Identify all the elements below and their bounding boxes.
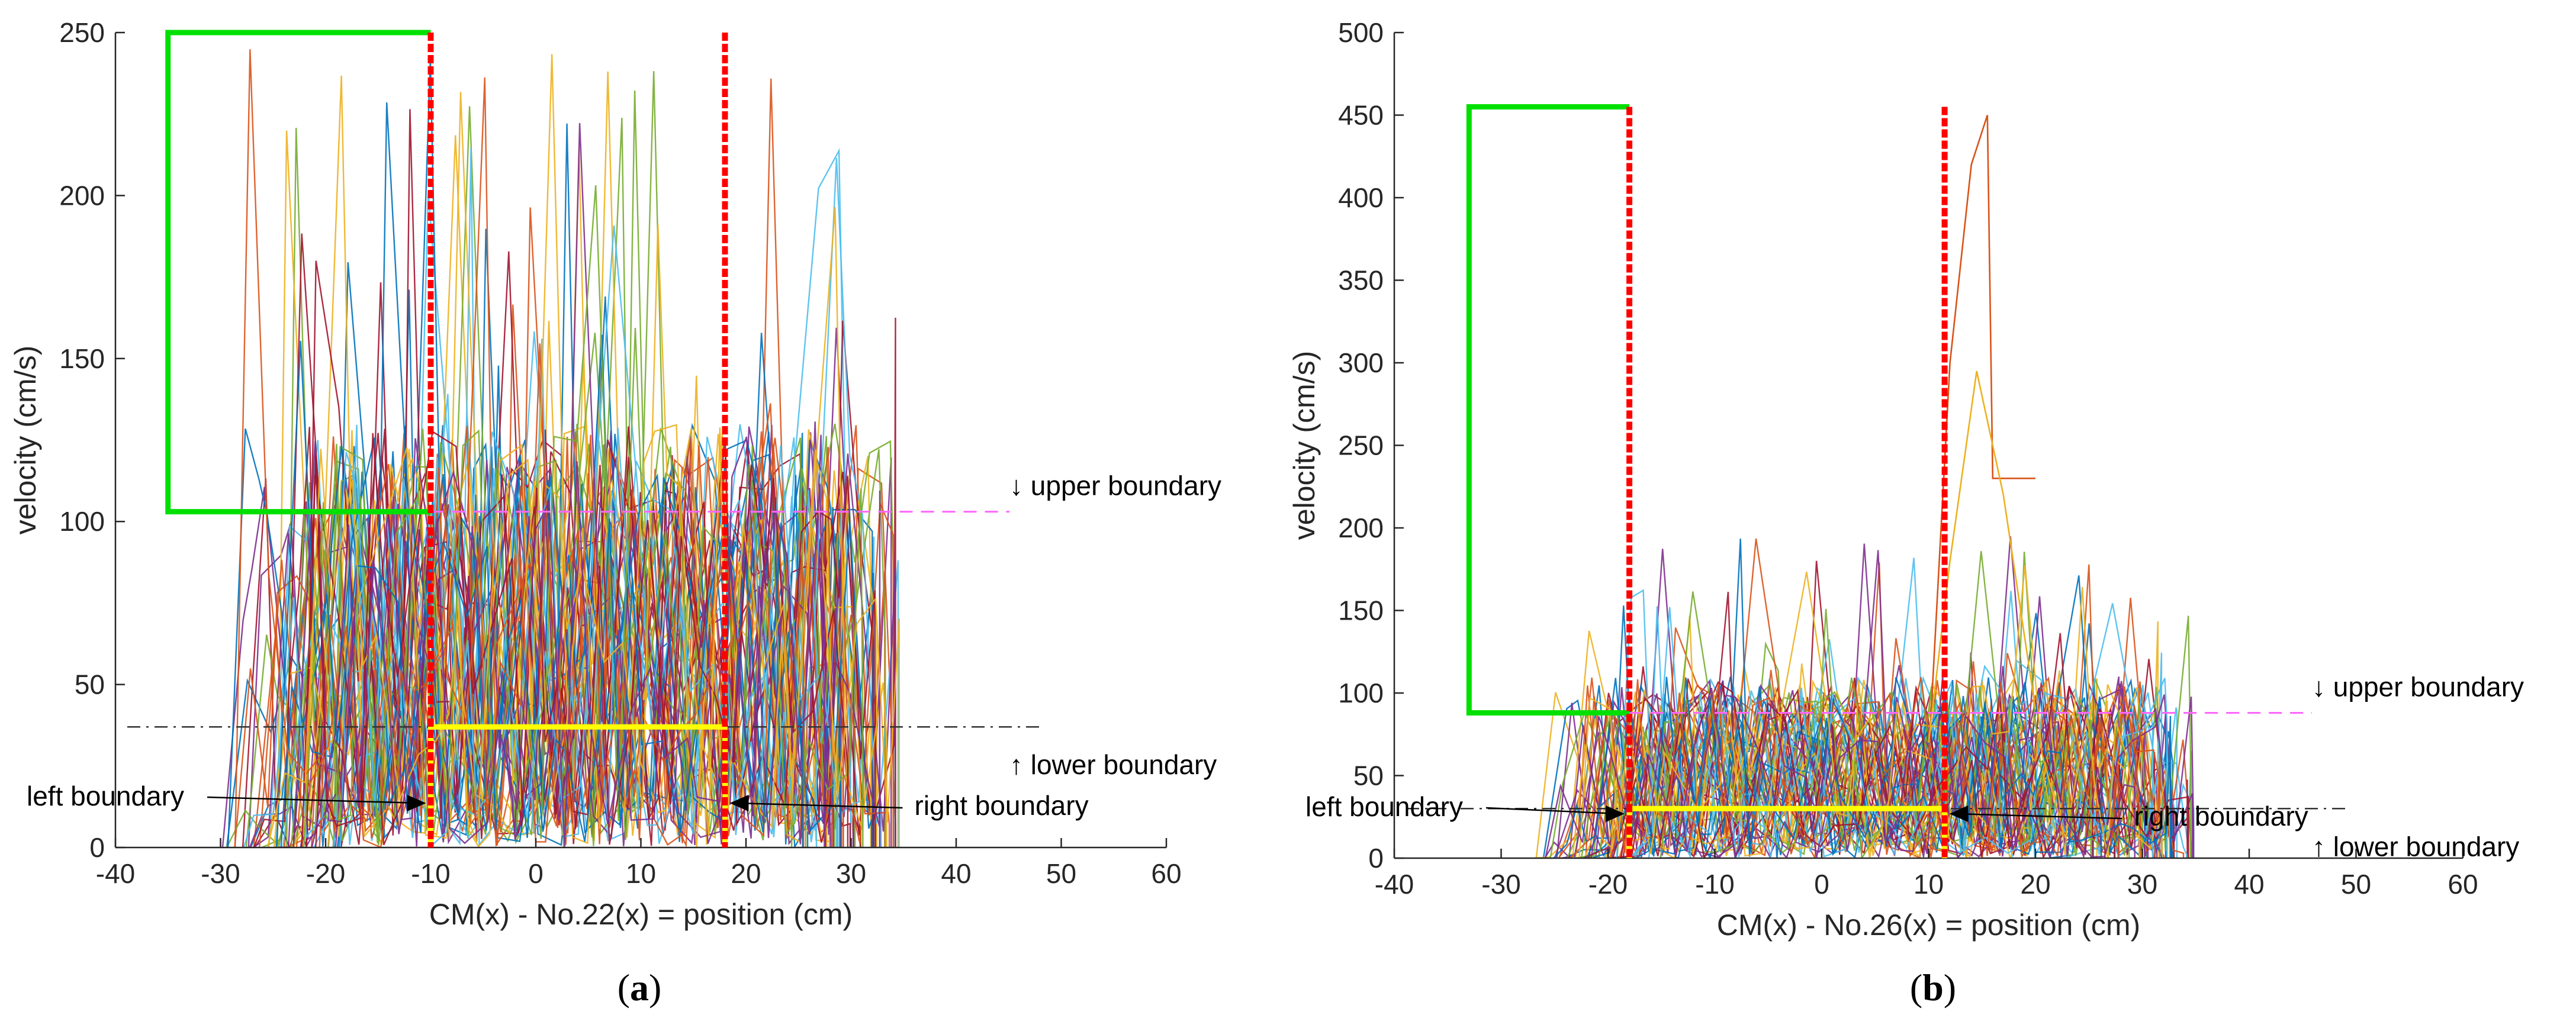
x-tick-label: 0	[528, 858, 543, 889]
y-axis-label: velocity (cm/s)	[1288, 351, 1321, 540]
x-tick-label: 30	[836, 858, 866, 889]
x-tick-label: 40	[941, 858, 971, 889]
y-tick-label: 150	[1338, 595, 1384, 626]
y-tick-label: 0	[1368, 843, 1384, 874]
x-axis-label: CM(x) - No.22(x) = position (cm)	[429, 898, 853, 931]
y-tick-label: 250	[1338, 430, 1384, 461]
caption-letter: b	[1922, 966, 1944, 1008]
x-tick-label: 50	[2341, 869, 2371, 900]
velocity-trace	[1610, 653, 2185, 858]
caption-close: )	[1944, 966, 1956, 1008]
y-axis-label: velocity (cm/s)	[9, 346, 42, 534]
y-tick-label: 250	[59, 17, 105, 48]
velocity-traces	[1533, 115, 2195, 858]
left-boundary-label: left boundary	[27, 781, 184, 811]
green-region-box	[1466, 104, 1630, 716]
velocity-trace	[1633, 678, 2168, 858]
x-tick-label: 0	[1814, 869, 1829, 900]
velocity-trace	[1590, 550, 2195, 858]
green-region-box	[165, 30, 431, 515]
x-tick-label: -30	[1481, 869, 1520, 900]
x-tick-label: -10	[1695, 869, 1734, 900]
velocity-trace	[311, 461, 825, 847]
velocity-traces	[221, 49, 900, 847]
y-tick-label: 200	[59, 180, 105, 211]
x-tick-label: -30	[201, 858, 240, 889]
y-tick-label: 200	[1338, 513, 1384, 543]
x-tick-label: -40	[96, 858, 135, 889]
x-tick-label: 20	[731, 858, 761, 889]
x-tick-label: -20	[306, 858, 345, 889]
right-boundary-label: right boundary	[2134, 801, 2308, 832]
x-tick-label: 30	[2127, 869, 2157, 900]
upper-boundary-label: ↓ upper boundary	[1009, 471, 1221, 501]
y-tick-label: 150	[59, 343, 105, 374]
velocity-trace	[301, 430, 849, 847]
x-tick-label: 40	[2234, 869, 2264, 900]
velocity-trace	[1545, 676, 2136, 858]
y-tick-label: 450	[1338, 100, 1384, 131]
left-boundary-arrow	[207, 796, 420, 804]
lower-boundary-label: ↑ lower boundary	[1009, 749, 1217, 780]
velocity-trace	[319, 426, 890, 847]
velocity-trace	[1578, 565, 2140, 858]
left-arrow-head	[1606, 805, 1625, 822]
velocity-trace	[315, 109, 874, 847]
left-boundary-label: left boundary	[1305, 791, 1463, 822]
x-axis-label: CM(x) - No.26(x) = position (cm)	[1717, 908, 2140, 942]
y-tick-label: 400	[1338, 182, 1384, 213]
x-tick-label: -40	[1375, 869, 1414, 900]
left-boundary-arrow	[1485, 807, 1619, 815]
y-tick-label: 50	[1353, 760, 1384, 791]
panel-a-chart: -40 -30 -20 -10 0 10 20 30 40 50 60 0 50 100 150 200 250…	[9, 17, 1221, 1008]
y-tick-label: 300	[1338, 347, 1384, 378]
x-tick-label: -20	[1588, 869, 1628, 900]
x-tick-label: 60	[1151, 858, 1181, 889]
velocity-trace	[339, 424, 872, 847]
x-tick-label: 10	[626, 858, 656, 889]
velocity-trace	[1571, 586, 2170, 858]
right-boundary-arrow	[1955, 813, 2122, 820]
y-tick-label: 100	[59, 506, 105, 537]
lower-boundary-label: ↑ lower boundary	[2312, 831, 2519, 862]
spike-trace	[1928, 370, 2037, 743]
velocity-trace	[1625, 689, 2093, 858]
panel-caption: (b)	[1910, 966, 1956, 1008]
velocity-trace	[266, 54, 900, 847]
right-arrow-head	[1949, 805, 1969, 822]
x-tick-label: 60	[2448, 869, 2478, 900]
caption-open: (	[618, 966, 630, 1008]
y-tick-label: 100	[1338, 678, 1384, 708]
velocity-trace	[303, 185, 864, 847]
panel-b-chart: -40 -30 -20 -10 0 10 20 30 40 50 60 0 50 100 150 200 250…	[1288, 17, 2524, 1008]
y-tick-label: 350	[1338, 265, 1384, 296]
caption-letter: a	[630, 966, 649, 1008]
panel-caption: (a)	[618, 966, 662, 1008]
y-tick-label: 500	[1338, 17, 1384, 48]
right-arrow-head	[729, 795, 749, 811]
x-tick-label: 50	[1046, 858, 1076, 889]
y-tick-label: 0	[89, 832, 105, 863]
velocity-trace	[1628, 603, 2154, 858]
x-tick-label: 10	[1913, 869, 1944, 900]
right-boundary-label: right boundary	[915, 790, 1089, 821]
y-tick-label: 50	[75, 669, 105, 700]
upper-boundary-label: ↓ upper boundary	[2312, 671, 2524, 702]
right-boundary-arrow	[735, 802, 903, 809]
caption-open: (	[1910, 966, 1922, 1008]
caption-close: )	[649, 966, 661, 1008]
velocity-trace	[1569, 676, 2161, 858]
x-tick-label: 20	[2020, 869, 2050, 900]
x-tick-label: -10	[411, 858, 450, 889]
left-arrow-head	[407, 795, 426, 811]
